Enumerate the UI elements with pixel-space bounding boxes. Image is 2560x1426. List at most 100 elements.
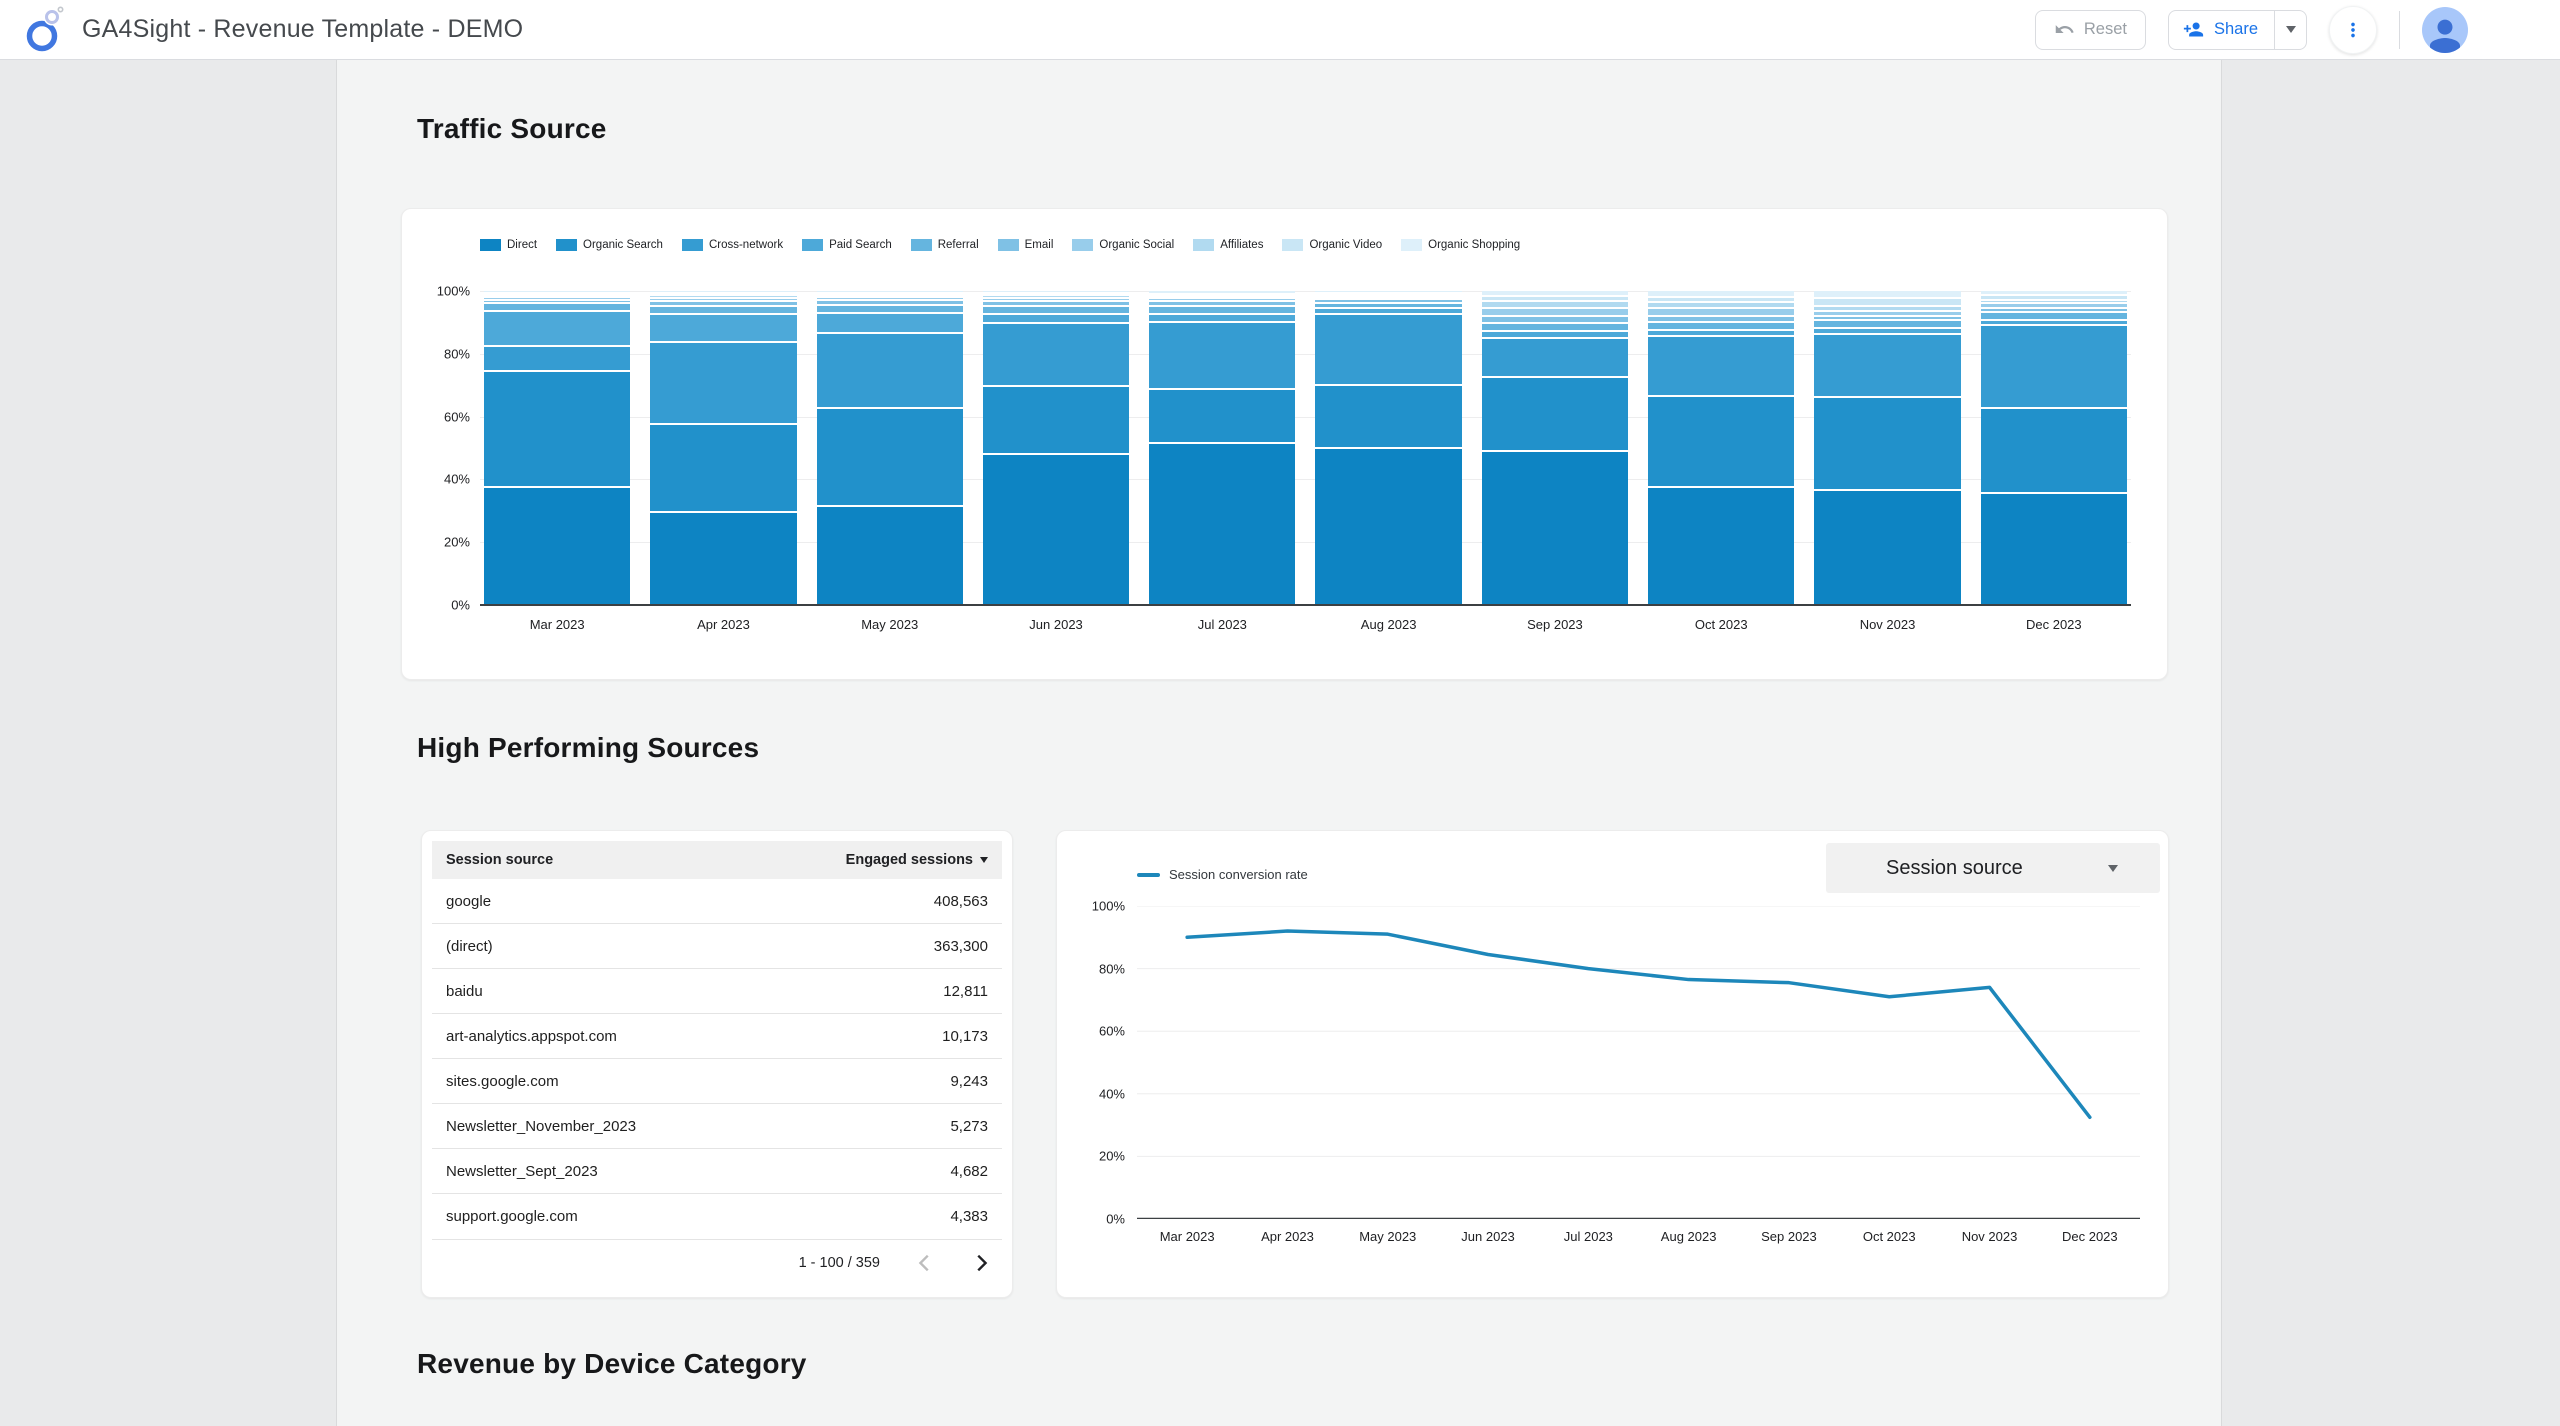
x-axis-tick-label: Sep 2023	[1527, 617, 1583, 632]
bar-segment	[1980, 302, 2127, 307]
share-options-arrow[interactable]	[2274, 10, 2306, 49]
bar-segment	[650, 300, 797, 306]
legend-item-organic-video[interactable]: Organic Video	[1282, 239, 1382, 251]
x-axis-tick-label: Oct 2023	[1694, 617, 1748, 632]
bar-segment	[1814, 327, 1961, 334]
y-axis-tick-label: 0%	[1106, 1211, 1125, 1227]
bar-segment	[1149, 305, 1296, 314]
bar-segment	[1980, 491, 2127, 605]
legend-item-organic-social[interactable]: Organic Social	[1072, 239, 1174, 251]
bar-segment	[1149, 313, 1296, 321]
cell-engaged-sessions: 9,243	[950, 1072, 988, 1090]
share-button[interactable]: Share	[2169, 11, 2274, 49]
line-chart-legend[interactable]: Session conversion rate	[1137, 867, 1308, 882]
report-canvas: Traffic Source Direct Organic Search Cross…	[336, 60, 2222, 1426]
x-axis-tick-label: Apr 2023	[697, 617, 750, 632]
column-header-engaged-sessions[interactable]: Engaged sessions	[846, 852, 988, 868]
bar-column-nov-2023[interactable]	[1814, 291, 1961, 605]
legend-item-cross-network[interactable]: Cross-network	[681, 239, 783, 251]
table-row[interactable]: Newsletter_November_2023 5,273	[432, 1104, 1002, 1149]
x-axis-tick-label: Aug 2023	[1660, 1229, 1717, 1244]
cell-engaged-sessions: 10,173	[942, 1027, 988, 1045]
bar-segment	[1814, 291, 1961, 298]
bar-segment	[484, 291, 631, 294]
legend-swatch	[802, 239, 824, 251]
caret-down-icon	[2285, 26, 2296, 33]
legend-item-organic-search[interactable]: Organic Search	[556, 239, 663, 251]
legend-item-email[interactable]: Email	[997, 239, 1053, 251]
legend-label: Organic Search	[583, 239, 663, 251]
bar-column-oct-2023[interactable]	[1648, 291, 1795, 605]
bar-column-aug-2023[interactable]	[1315, 290, 1462, 605]
legend-item-organic-shopping[interactable]: Organic Shopping	[1401, 239, 1520, 251]
legend-item-paid-search[interactable]: Paid Search	[802, 239, 892, 251]
legend-item-affiliates[interactable]: Affiliates	[1193, 239, 1263, 251]
y-axis-tick-label: 100%	[1091, 898, 1125, 914]
table-row[interactable]: google 408,563	[432, 879, 1002, 924]
bar-segment	[1315, 446, 1462, 605]
section-title-revenue-device: Revenue by Device Category	[417, 1348, 807, 1379]
table-row[interactable]: (direct) 363,300	[432, 924, 1002, 969]
table-row[interactable]: sites.google.com 9,243	[432, 1059, 1002, 1104]
bar-segment	[1315, 383, 1462, 447]
bar-segment	[1315, 313, 1462, 384]
bar-segment	[1149, 441, 1296, 605]
line-series-swatch	[1137, 872, 1160, 877]
bar-segment	[650, 510, 797, 605]
bar-segment	[484, 291, 631, 292]
column-header-session-source[interactable]: Session source	[446, 852, 554, 868]
bar-segment	[1980, 298, 2127, 303]
bar-segment	[982, 294, 1130, 298]
more-vert-icon	[2351, 22, 2355, 37]
bar-chart-y-axis: 100% 80% 60% 40% 20% 0%	[402, 284, 470, 613]
bar-column-mar-2023[interactable]	[484, 291, 631, 605]
bar-segment	[1315, 298, 1462, 302]
table-row[interactable]: art-analytics.appspot.com 10,173	[432, 1014, 1002, 1059]
bar-segment	[982, 322, 1130, 386]
table-row[interactable]: baidu 12,811	[432, 969, 1002, 1014]
bar-segment	[1481, 315, 1629, 323]
bar-column-jul-2023[interactable]	[1149, 291, 1296, 605]
y-axis-tick-label: 60%	[1098, 1023, 1125, 1039]
traffic-source-chart-card: Direct Organic Search Cross-network Paid Se…	[401, 208, 2168, 680]
gridline	[480, 416, 2131, 418]
bar-segment	[1814, 396, 1961, 489]
bar-segment	[1980, 324, 2127, 408]
bar-segment	[1315, 293, 1462, 296]
table-row[interactable]: support.google.com 4,383	[432, 1194, 1002, 1239]
bar-chart-x-axis: Mar 2023 Apr 2023 May 2023 Jun 2023 Jul 2023…	[480, 617, 2131, 632]
cell-session-source: Newsletter_Sept_2023	[446, 1162, 598, 1180]
legend-item-referral[interactable]: Referral	[910, 239, 979, 251]
more-options-button[interactable]	[2329, 5, 2377, 54]
bar-column-apr-2023[interactable]	[650, 291, 797, 605]
pagination-prev-button[interactable]	[914, 1252, 936, 1274]
user-avatar[interactable]	[2422, 6, 2468, 53]
legend-item-direct[interactable]: Direct	[480, 239, 537, 251]
legend-label: Organic Shopping	[1428, 239, 1521, 251]
bar-segment	[816, 290, 963, 292]
reset-button[interactable]: Reset	[2034, 9, 2146, 50]
bar-segment	[1481, 330, 1629, 337]
bar-column-dec-2023[interactable]	[1980, 291, 2127, 605]
bar-column-may-2023[interactable]	[816, 290, 963, 605]
y-axis-tick-label: 40%	[1098, 1086, 1125, 1102]
session-source-dropdown[interactable]: Session source	[1826, 843, 2160, 893]
x-axis-tick-label: Jul 2023	[1563, 1229, 1613, 1244]
pagination-next-button[interactable]	[970, 1252, 992, 1274]
bar-segment	[1648, 334, 1795, 395]
bar-segment	[650, 422, 797, 511]
bar-column-sep-2023[interactable]	[1481, 291, 1629, 605]
line-chart-y-axis: 100% 80% 60% 40% 20% 0%	[1069, 899, 1125, 1227]
table-row[interactable]: Newsletter_Sept_2023 4,682	[432, 1149, 1002, 1194]
bar-segment	[982, 452, 1130, 605]
x-axis-tick-label: Dec 2023	[2061, 1229, 2118, 1244]
reset-label: Reset	[2083, 20, 2127, 38]
dropdown-selected-value: Session source	[1886, 856, 2023, 879]
bar-column-jun-2023[interactable]	[982, 291, 1130, 605]
x-axis-tick-label: Nov 2023	[1859, 617, 1916, 632]
bar-segment	[1315, 301, 1462, 308]
cell-session-source: support.google.com	[446, 1208, 578, 1225]
y-axis-tick-label: 20%	[1098, 1148, 1125, 1164]
bar-segment	[816, 293, 963, 297]
